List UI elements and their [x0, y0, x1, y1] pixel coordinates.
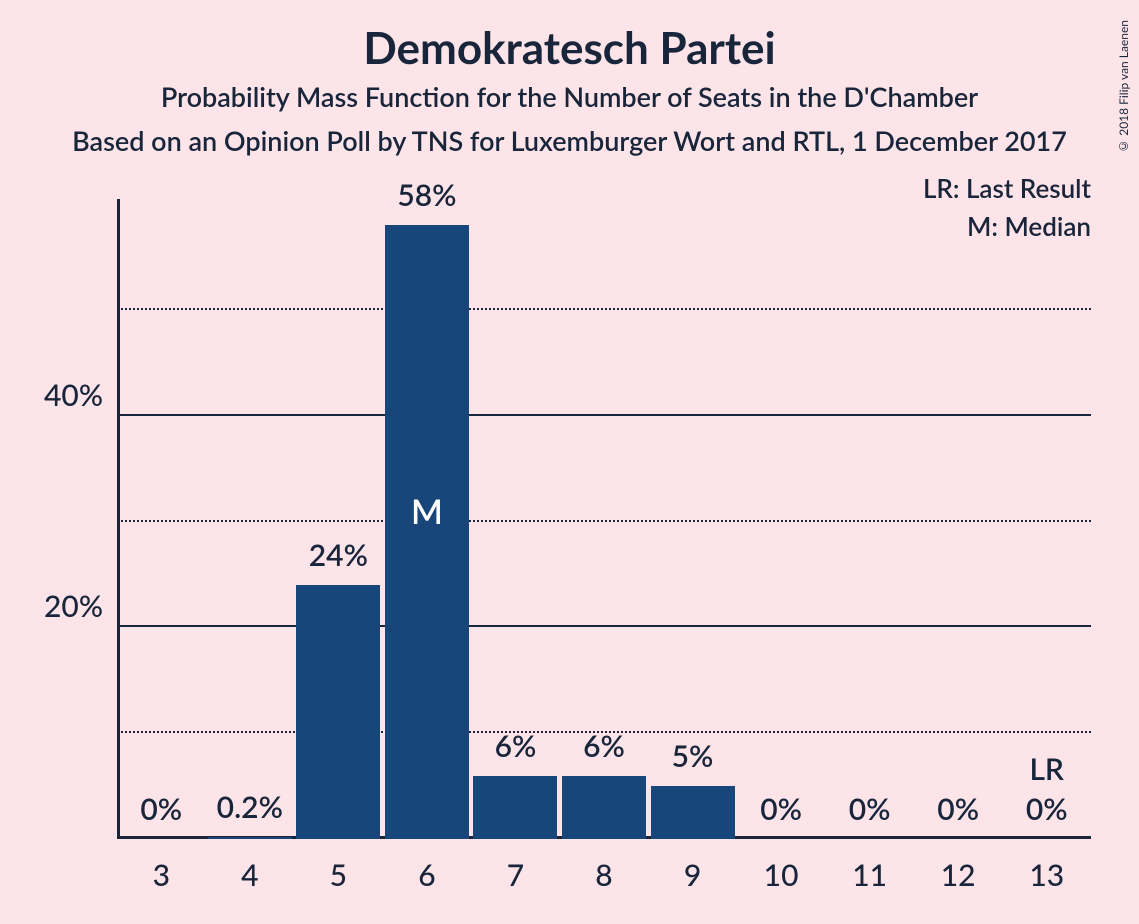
x-tick-label: 13 — [1002, 857, 1091, 893]
copyright-text: © 2018 Filip van Laenen — [1116, 20, 1131, 154]
chart-subtitle-1: Probability Mass Function for the Number… — [0, 80, 1139, 113]
x-tick-label: 11 — [825, 857, 914, 893]
chart-title: Demokratesch Partei — [0, 22, 1139, 74]
chart-subtitle-2: Based on an Opinion Poll by TNS for Luxe… — [0, 124, 1139, 157]
x-tick-label: 10 — [737, 857, 826, 893]
bar-value-label: 0% — [825, 791, 914, 827]
gridline-major — [117, 414, 1091, 416]
bar-value-label: 0.2% — [206, 789, 295, 825]
x-tick-label: 3 — [117, 857, 206, 893]
median-marker: M — [385, 491, 469, 532]
bar-value-label: 6% — [471, 728, 560, 764]
legend-lr: LR: Last Result — [923, 172, 1091, 204]
x-tick-label: 9 — [648, 857, 737, 893]
bar — [208, 837, 292, 839]
bar-value-label: 58% — [383, 177, 472, 213]
x-tick-label: 7 — [471, 857, 560, 893]
gridline-minor — [117, 308, 1091, 310]
x-tick-label: 4 — [206, 857, 295, 893]
x-tick-label: 12 — [914, 857, 1003, 893]
bar-chart: 20%40%0%30.2%424%5M58%66%76%85%90%100%11… — [117, 204, 1091, 839]
bar-value-label: 0% — [117, 791, 206, 827]
y-tick-label: 20% — [44, 588, 103, 624]
bar — [651, 786, 735, 839]
x-tick-label: 5 — [294, 857, 383, 893]
bar-value-label: 6% — [560, 728, 649, 764]
bar-value-label: 0% — [737, 791, 826, 827]
bar-value-label: 24% — [294, 537, 383, 573]
bar — [562, 776, 646, 840]
bar-value-label: 0% — [1002, 791, 1091, 827]
lr-marker: LR — [1002, 751, 1091, 787]
gridline-minor — [117, 520, 1091, 522]
y-tick-label: 40% — [44, 377, 103, 413]
bar — [473, 776, 557, 840]
bar-value-label: 5% — [648, 738, 737, 774]
bar — [296, 585, 380, 839]
bar-value-label: 0% — [914, 791, 1003, 827]
x-tick-label: 6 — [383, 857, 472, 893]
gridline-major — [117, 625, 1091, 627]
x-tick-label: 8 — [560, 857, 649, 893]
